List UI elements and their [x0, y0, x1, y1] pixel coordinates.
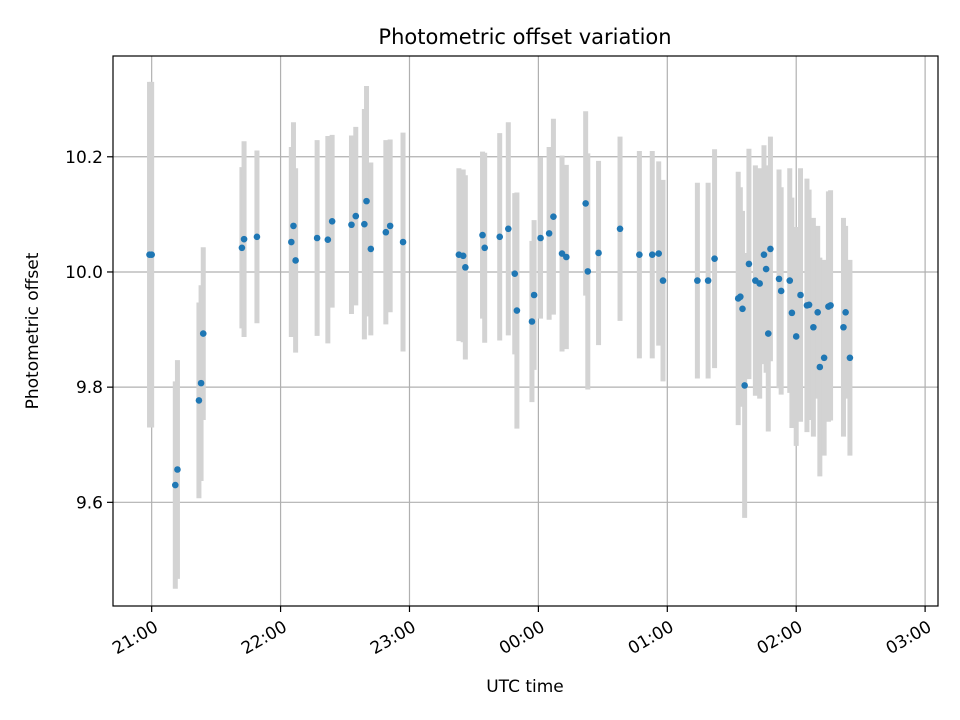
data-point	[361, 220, 368, 228]
data-point	[195, 397, 203, 404]
data-point	[814, 308, 821, 316]
data-point	[386, 222, 394, 230]
data-point	[595, 249, 602, 257]
data-point	[842, 308, 849, 316]
data-point	[292, 257, 299, 264]
data-point	[399, 238, 407, 246]
data-point	[197, 379, 205, 387]
data-point	[655, 250, 663, 257]
data-point	[367, 245, 375, 253]
data-point	[741, 382, 748, 389]
data-point	[739, 305, 746, 313]
data-point	[616, 225, 624, 233]
data-point	[290, 222, 297, 230]
y-tick-label: 9.6	[76, 493, 103, 513]
data-point	[363, 197, 370, 205]
data-point	[148, 251, 155, 258]
data-point	[711, 255, 718, 263]
data-point	[240, 235, 248, 243]
data-point	[786, 277, 794, 284]
data-point	[762, 265, 770, 273]
data-point	[792, 333, 800, 340]
y-tick-label: 10.2	[65, 148, 103, 168]
data-point	[459, 252, 467, 260]
data-point	[846, 354, 854, 362]
data-point	[805, 301, 813, 309]
y-axis-label: Photometric offset	[23, 252, 43, 409]
data-point	[528, 318, 536, 325]
data-point	[496, 233, 504, 241]
data-point	[775, 275, 783, 283]
chart-title: Photometric offset variation	[378, 25, 671, 49]
plot-area-frame	[112, 55, 939, 607]
data-point	[820, 354, 828, 362]
data-point	[777, 287, 785, 295]
data-point	[840, 323, 847, 331]
data-point	[788, 309, 796, 317]
data-point	[511, 270, 519, 277]
data-point	[563, 253, 570, 261]
data-point	[659, 277, 667, 284]
data-point	[745, 260, 753, 268]
data-point	[328, 217, 336, 225]
data-point	[313, 234, 321, 242]
data-point	[238, 244, 246, 252]
data-point	[756, 280, 763, 287]
data-point	[537, 234, 544, 242]
data-point	[324, 236, 332, 244]
y-tick-label: 10.0	[65, 263, 103, 283]
data-point	[253, 233, 261, 241]
data-point	[584, 268, 592, 275]
data-point	[348, 221, 355, 229]
data-point	[481, 244, 488, 252]
data-point	[172, 481, 179, 489]
data-point	[505, 225, 512, 233]
data-point	[382, 228, 390, 236]
data-point	[704, 277, 712, 284]
data-point	[827, 302, 834, 309]
data-points	[146, 197, 854, 489]
x-axis-label: UTC time	[486, 677, 564, 697]
data-point	[288, 238, 295, 246]
data-point	[760, 251, 768, 258]
data-point	[764, 330, 772, 337]
data-point	[199, 330, 207, 337]
data-point	[810, 323, 817, 331]
data-point	[767, 245, 774, 253]
data-point	[479, 231, 486, 239]
data-point	[530, 291, 538, 299]
data-point	[550, 213, 557, 220]
data-point	[648, 251, 656, 258]
data-point	[797, 291, 804, 299]
y-tick-label: 9.8	[76, 378, 103, 398]
data-point	[636, 251, 643, 258]
data-point	[352, 212, 360, 220]
data-point	[694, 277, 701, 284]
data-point	[816, 363, 824, 371]
data-point	[737, 293, 744, 301]
data-point	[545, 230, 553, 237]
data-point	[462, 264, 469, 271]
data-point	[513, 307, 521, 314]
data-point	[582, 200, 589, 207]
data-point	[174, 466, 181, 473]
